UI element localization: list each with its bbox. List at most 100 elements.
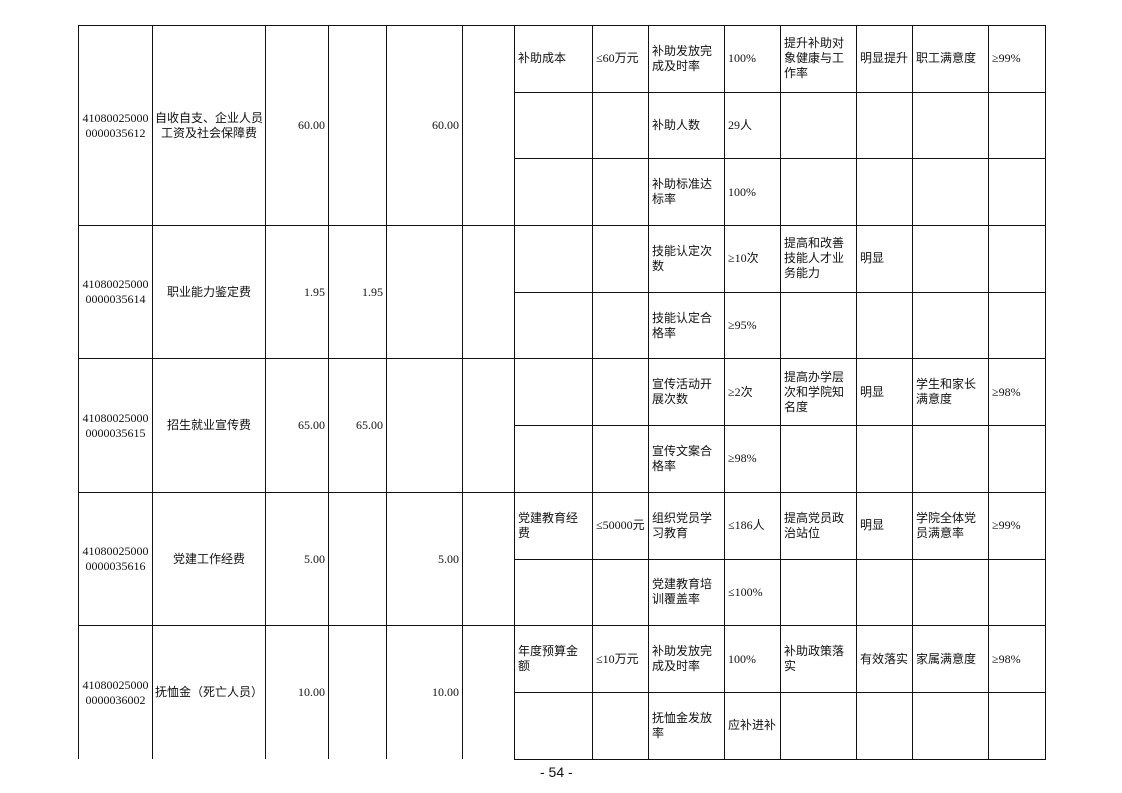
- output-indicator: [514, 158, 593, 227]
- indicator-value: ≤100%: [724, 558, 781, 627]
- project-code: 41080025000 0000035615: [78, 358, 153, 493]
- satisfaction-indicator: 学院全体党员满意率: [912, 491, 989, 560]
- indicator-value: 100%: [724, 158, 781, 227]
- output-indicator: [514, 558, 593, 627]
- satisfaction-value: [988, 158, 1046, 227]
- project-name: 招生就业宣传费: [152, 358, 266, 493]
- satisfaction-value: [988, 291, 1046, 360]
- indicator: 技能认定合格率: [648, 291, 725, 360]
- project-code-line: 0000035612: [85, 125, 146, 140]
- output-target: ≤60万元: [592, 25, 649, 93]
- indicator: 技能认定次数: [648, 225, 725, 293]
- project-name: 职业能力鉴定费: [152, 225, 266, 360]
- amount-col4: [328, 24, 387, 227]
- project-code: 41080025000 0000035612: [78, 24, 153, 227]
- satisfaction-indicator: 学生和家长满意度: [912, 358, 989, 427]
- table-row: 补助人数 29人: [79, 91, 1046, 160]
- effect-value: [856, 558, 913, 627]
- satisfaction-value: [988, 691, 1046, 760]
- effect-indicator: 提高办学层次和学院知名度: [780, 358, 857, 427]
- total-amount: 10.00: [265, 625, 329, 760]
- amount-col6: [462, 491, 515, 627]
- output-indicator: [514, 691, 593, 760]
- project-code-line: 0000036002: [85, 692, 146, 707]
- satisfaction-indicator: [912, 691, 989, 760]
- project-name: 抚恤金（死亡人员）: [152, 625, 266, 760]
- table-row: 41080025000 0000035616 党建工作经费 5.00 5.00 党建教育经…: [78, 491, 1046, 627]
- indicator: 补助人数: [648, 91, 725, 160]
- project-name: 自收自支、企业人员工资及社会保障费: [152, 24, 266, 227]
- output-target: [592, 358, 649, 427]
- amount-col5: [386, 358, 463, 493]
- output-indicator: 年度预算金额: [514, 625, 593, 693]
- effect-indicator: [780, 91, 857, 160]
- satisfaction-indicator: [912, 225, 989, 293]
- table-row: 技能认定合格率 ≥95%: [79, 291, 1046, 360]
- amount-col6: [462, 358, 515, 493]
- effect-indicator: 提高党员政治站位: [780, 491, 857, 560]
- effect-indicator: 提升补助对象健康与工作率: [780, 25, 857, 93]
- table-row: 41080025000 0000035614 职业能力鉴定费 1.95 1.95 技能认定…: [78, 225, 1046, 360]
- effect-indicator: 提高和改善技能人才业务能力: [780, 225, 857, 293]
- output-indicator: [514, 225, 593, 293]
- output-indicator: [514, 91, 593, 160]
- table-row: 党建教育培训覆盖率 ≤100%: [79, 558, 1046, 627]
- effect-indicator: [780, 691, 857, 760]
- effect-value: [856, 158, 913, 227]
- output-indicator: [514, 291, 593, 360]
- satisfaction-indicator: [912, 158, 989, 227]
- output-target: ≤10万元: [592, 625, 649, 693]
- project-code-line: 41080025000: [82, 277, 149, 292]
- satisfaction-value: ≥98%: [988, 358, 1046, 427]
- satisfaction-value: [988, 425, 1046, 493]
- amount-col5: 10.00: [386, 625, 463, 760]
- indicator-value: ≥2次: [724, 358, 781, 427]
- project-code-line: 0000035615: [85, 425, 146, 440]
- amount-col5: 5.00: [386, 491, 463, 627]
- indicator: 党建教育培训覆盖率: [648, 558, 725, 627]
- output-target: [592, 558, 649, 627]
- effect-value: [856, 691, 913, 760]
- total-amount: 5.00: [265, 491, 329, 627]
- satisfaction-indicator: [912, 91, 989, 160]
- indicator-value: ≤186人: [724, 491, 781, 560]
- project-code-line: 0000035614: [85, 292, 146, 307]
- output-target: [592, 691, 649, 760]
- output-target: [592, 291, 649, 360]
- project-code-line: 41080025000: [82, 677, 149, 692]
- indicator: 补助标准达标率: [648, 158, 725, 227]
- output-target: [592, 225, 649, 293]
- satisfaction-value: [988, 558, 1046, 627]
- output-target: [592, 158, 649, 227]
- indicator: 宣传文案合格率: [648, 425, 725, 493]
- effect-value: [856, 91, 913, 160]
- satisfaction-indicator: [912, 425, 989, 493]
- indicator: 组织党员学习教育: [648, 491, 725, 560]
- project-name: 党建工作经费: [152, 491, 266, 627]
- effect-value: 明显: [856, 358, 913, 427]
- indicator: 宣传活动开展次数: [648, 358, 725, 427]
- project-code: 41080025000 0000036002: [78, 625, 153, 760]
- page-number: - 54 -: [540, 764, 573, 780]
- effect-indicator: [780, 558, 857, 627]
- effect-indicator: 补助政策落实: [780, 625, 857, 693]
- project-code-line: 0000035616: [85, 559, 146, 573]
- effect-value: [856, 291, 913, 360]
- project-code-line: 41080025000: [82, 410, 149, 425]
- indicator: 抚恤金发放率: [648, 691, 725, 760]
- indicator-value: ≥95%: [724, 291, 781, 360]
- indicator-value: ≥10次: [724, 225, 781, 293]
- satisfaction-indicator: [912, 558, 989, 627]
- amount-col4: [328, 491, 387, 627]
- amount-col4: [328, 625, 387, 760]
- amount-col6: [462, 225, 515, 360]
- satisfaction-value: ≥99%: [988, 25, 1046, 93]
- effect-value: [856, 425, 913, 493]
- table-row: 41080025000 0000035615 招生就业宣传费 65.00 65.00 宣传…: [78, 358, 1046, 493]
- output-indicator: 补助成本: [514, 25, 593, 93]
- indicator: 补助发放完成及时率: [648, 625, 725, 693]
- output-indicator: [514, 358, 593, 427]
- table-row: 41080025000 0000035612 自收自支、企业人员工资及社会保障费 60…: [78, 24, 1046, 227]
- amount-col5: 60.00: [386, 24, 463, 227]
- project-code-line: 41080025000: [82, 544, 149, 558]
